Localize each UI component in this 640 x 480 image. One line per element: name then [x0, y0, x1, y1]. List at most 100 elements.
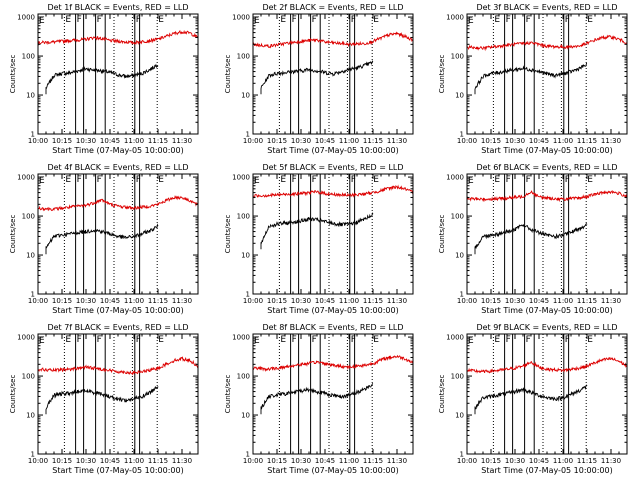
x-tick-label: 11:30 — [601, 137, 621, 145]
x-tick-label: 10:30 — [291, 297, 311, 305]
panel-det-1: Det 1f BLACK = Events, RED = LLD Counts/s… — [9, 3, 199, 155]
corner-label: E — [254, 16, 260, 26]
x-tick-label: 11:00 — [124, 137, 144, 145]
event-line-label: E — [65, 335, 71, 345]
event-line-label: E — [158, 175, 164, 185]
x-axis-label: Start Time (07-May-05 10:00:00) — [267, 146, 398, 155]
event-line-label: F — [526, 15, 531, 25]
x-tick-label: 11:00 — [124, 457, 144, 465]
x-tick-label: 10:00 — [243, 137, 263, 145]
y-tick-label: 10 — [455, 92, 464, 100]
event-line-label: F — [77, 335, 82, 345]
y-tick-label: 10 — [241, 92, 250, 100]
x-tick-label: 11:15 — [363, 297, 383, 305]
event-line-label: F — [77, 15, 82, 25]
y-tick-label: 10 — [455, 412, 464, 420]
y-tick-label: 100 — [22, 53, 35, 61]
x-tick-label: 10:30 — [76, 297, 96, 305]
x-tick-label: 11:00 — [339, 457, 359, 465]
panel-det-5: Det 5f BLACK = Events, RED = LLD Counts/s… — [224, 163, 414, 315]
x-tick-label: 10:00 — [457, 137, 477, 145]
x-tick-label: 11:15 — [148, 137, 168, 145]
x-tick-label: 11:30 — [387, 457, 407, 465]
series-lld-line — [252, 354, 414, 372]
y-tick-label: 1 — [460, 451, 464, 459]
y-axis-label: Counts/sec — [224, 375, 232, 414]
x-tick-label: 10:00 — [243, 297, 263, 305]
series-lld-line — [252, 184, 414, 199]
x-tick-label: 10:30 — [505, 297, 525, 305]
series-lld-line — [467, 356, 628, 374]
x-tick-label: 11:15 — [363, 457, 383, 465]
x-tick-label: 11:30 — [172, 457, 192, 465]
plot-frame — [37, 173, 199, 295]
corner-label: E — [39, 176, 45, 186]
event-line-label: F — [97, 175, 102, 185]
x-axis-label: Start Time (07-May-05 10:00:00) — [267, 306, 398, 315]
event-line-label: F — [506, 335, 511, 345]
x-axis-label: Start Time (07-May-05 10:00:00) — [481, 306, 612, 315]
x-tick-label: 10:45 — [529, 457, 549, 465]
event-line-label: E — [280, 335, 286, 345]
panel-title: Det 5f BLACK = Events, RED = LLD — [262, 163, 403, 172]
y-tick-label: 1 — [246, 131, 250, 139]
corner-label: E — [39, 336, 45, 346]
corner-label: E — [468, 16, 474, 26]
x-tick-label: 11:30 — [172, 137, 192, 145]
event-line-label: F — [351, 15, 356, 25]
y-tick-label: 1000 — [446, 334, 464, 342]
x-tick-label: 10:15 — [52, 137, 72, 145]
event-line-label: E — [494, 15, 500, 25]
series-events-line — [474, 223, 588, 255]
y-tick-label: 100 — [451, 373, 464, 381]
x-tick-label: 10:30 — [505, 137, 525, 145]
corner-label: E — [468, 176, 474, 186]
event-line-label: E — [373, 15, 379, 25]
panel-title: Det 7f BLACK = Events, RED = LLD — [47, 323, 188, 332]
y-tick-label: 1 — [460, 131, 464, 139]
corner-label: E — [254, 176, 260, 186]
x-tick-label: 11:30 — [387, 137, 407, 145]
event-line-label: F — [565, 175, 570, 185]
x-tick-label: 10:00 — [28, 297, 48, 305]
x-tick-label: 10:30 — [76, 457, 96, 465]
event-line-label: F — [526, 175, 531, 185]
y-tick-label: 1 — [31, 291, 35, 299]
event-line-label: F — [136, 175, 141, 185]
x-tick-label: 11:00 — [553, 137, 573, 145]
y-tick-label: 1000 — [232, 14, 250, 22]
x-tick-label: 10:15 — [481, 137, 501, 145]
event-line-label: F — [312, 175, 317, 185]
y-tick-label: 100 — [237, 53, 250, 61]
event-line-label: E — [494, 335, 500, 345]
x-tick-label: 10:15 — [52, 457, 72, 465]
x-tick-label: 10:45 — [100, 137, 120, 145]
event-line-label: F — [312, 15, 317, 25]
x-tick-label: 11:00 — [339, 137, 359, 145]
x-tick-label: 10:45 — [529, 137, 549, 145]
y-axis-label: Counts/sec — [438, 375, 446, 414]
y-tick-label: 1 — [31, 451, 35, 459]
panel-title: Det 3f BLACK = Events, RED = LLD — [476, 3, 617, 12]
panel-title: Det 4f BLACK = Events, RED = LLD — [47, 163, 188, 172]
y-tick-label: 1000 — [446, 14, 464, 22]
x-axis-label: Start Time (07-May-05 10:00:00) — [267, 466, 398, 475]
event-line-label: F — [351, 175, 356, 185]
x-tick-label: 10:30 — [505, 457, 525, 465]
event-line-label: F — [506, 15, 511, 25]
event-line-label: E — [158, 15, 164, 25]
event-line-label: E — [494, 175, 500, 185]
y-tick-label: 1000 — [232, 174, 250, 182]
x-tick-label: 11:30 — [601, 457, 621, 465]
y-tick-label: 1 — [31, 131, 35, 139]
series-events-line — [474, 384, 588, 415]
corner-label: E — [39, 16, 45, 26]
series-events-line — [260, 212, 374, 250]
x-tick-label: 10:15 — [267, 137, 287, 145]
y-axis-label: Counts/sec — [438, 55, 446, 94]
series-events-line — [474, 62, 588, 95]
y-tick-label: 1 — [246, 291, 250, 299]
x-tick-label: 11:30 — [601, 297, 621, 305]
panel-det-4: Det 4f BLACK = Events, RED = LLD Counts/s… — [9, 163, 199, 315]
x-tick-label: 10:00 — [457, 457, 477, 465]
